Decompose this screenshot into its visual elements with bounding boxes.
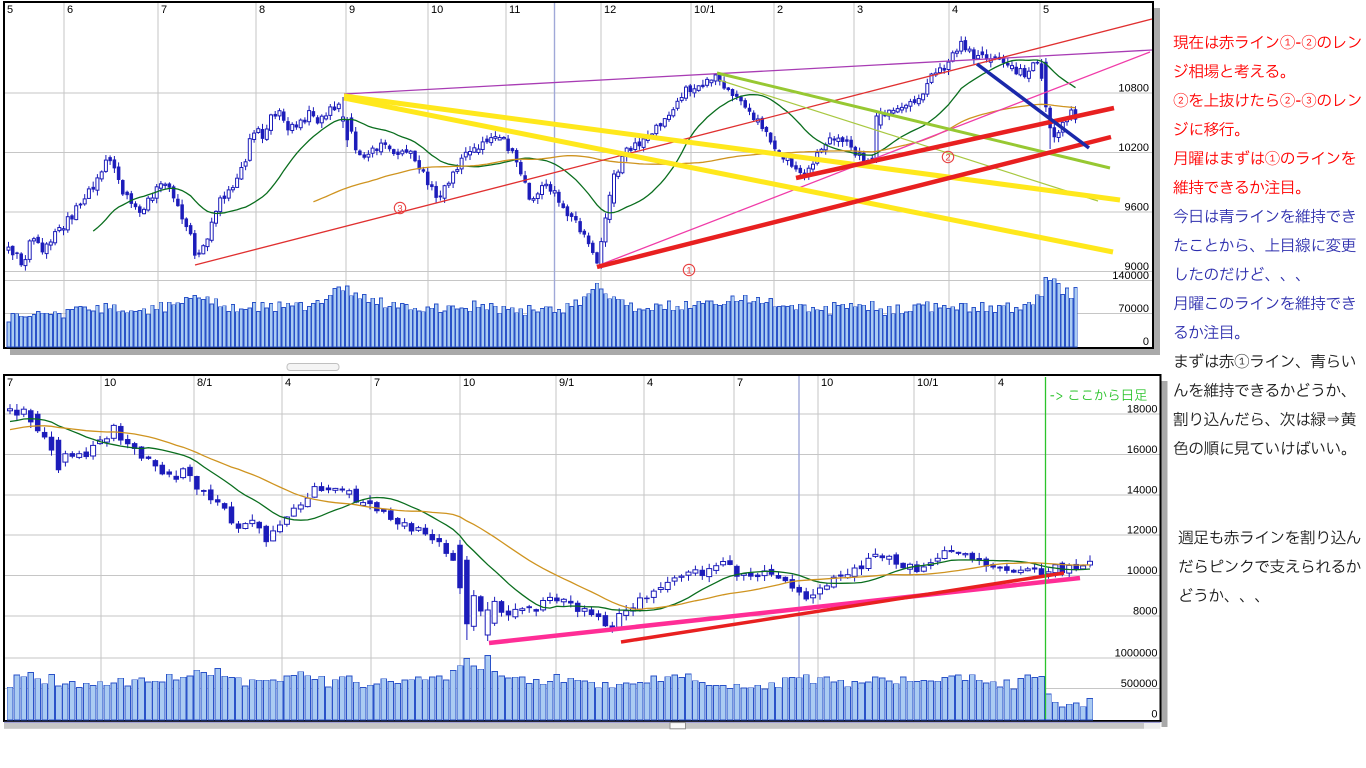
svg-text:1: 1 <box>686 265 691 276</box>
svg-text:12000: 12000 <box>1127 525 1158 537</box>
svg-text:7: 7 <box>161 4 167 16</box>
svg-text:9000: 9000 <box>1125 261 1149 273</box>
svg-text:3: 3 <box>397 203 402 214</box>
svg-text:4: 4 <box>647 377 653 389</box>
svg-text:4: 4 <box>998 377 1004 389</box>
svg-text:10200: 10200 <box>1118 142 1149 154</box>
svg-text:3: 3 <box>857 4 863 16</box>
svg-text:7: 7 <box>737 377 743 389</box>
svg-text:10800: 10800 <box>1118 83 1149 95</box>
svg-text:18000: 18000 <box>1127 404 1158 416</box>
svg-text:10/1: 10/1 <box>694 4 715 16</box>
svg-text:9600: 9600 <box>1125 202 1149 214</box>
svg-text:1000000: 1000000 <box>1115 648 1158 660</box>
svg-text:8: 8 <box>259 4 265 16</box>
svg-text:8/1: 8/1 <box>197 377 212 389</box>
svg-text:0: 0 <box>1143 336 1149 348</box>
svg-text:10000: 10000 <box>1127 565 1158 577</box>
svg-text:2: 2 <box>945 152 950 163</box>
svg-text:11: 11 <box>509 4 520 16</box>
svg-text:70000: 70000 <box>1118 303 1149 315</box>
svg-text:9: 9 <box>349 4 355 16</box>
svg-text:7: 7 <box>374 377 380 389</box>
svg-text:10: 10 <box>821 377 833 389</box>
svg-text:8000: 8000 <box>1133 606 1157 618</box>
svg-text:4: 4 <box>952 4 958 16</box>
svg-text:7: 7 <box>7 377 13 389</box>
svg-text:6: 6 <box>67 4 73 16</box>
svg-text:5: 5 <box>7 4 13 16</box>
svg-text:10: 10 <box>104 377 116 389</box>
svg-text:9/1: 9/1 <box>559 377 574 389</box>
svg-text:12: 12 <box>604 4 616 16</box>
svg-text:2: 2 <box>777 4 783 16</box>
svg-text:10/1: 10/1 <box>917 377 938 389</box>
svg-text:0: 0 <box>1151 709 1157 721</box>
svg-text:5: 5 <box>1043 4 1049 16</box>
svg-text:10: 10 <box>431 4 443 16</box>
svg-text:140000: 140000 <box>1112 270 1149 282</box>
svg-text:16000: 16000 <box>1127 444 1158 456</box>
svg-text:500000: 500000 <box>1121 678 1158 690</box>
svg-text:4: 4 <box>285 377 291 389</box>
svg-text:10: 10 <box>463 377 475 389</box>
svg-text:14000: 14000 <box>1127 484 1158 496</box>
